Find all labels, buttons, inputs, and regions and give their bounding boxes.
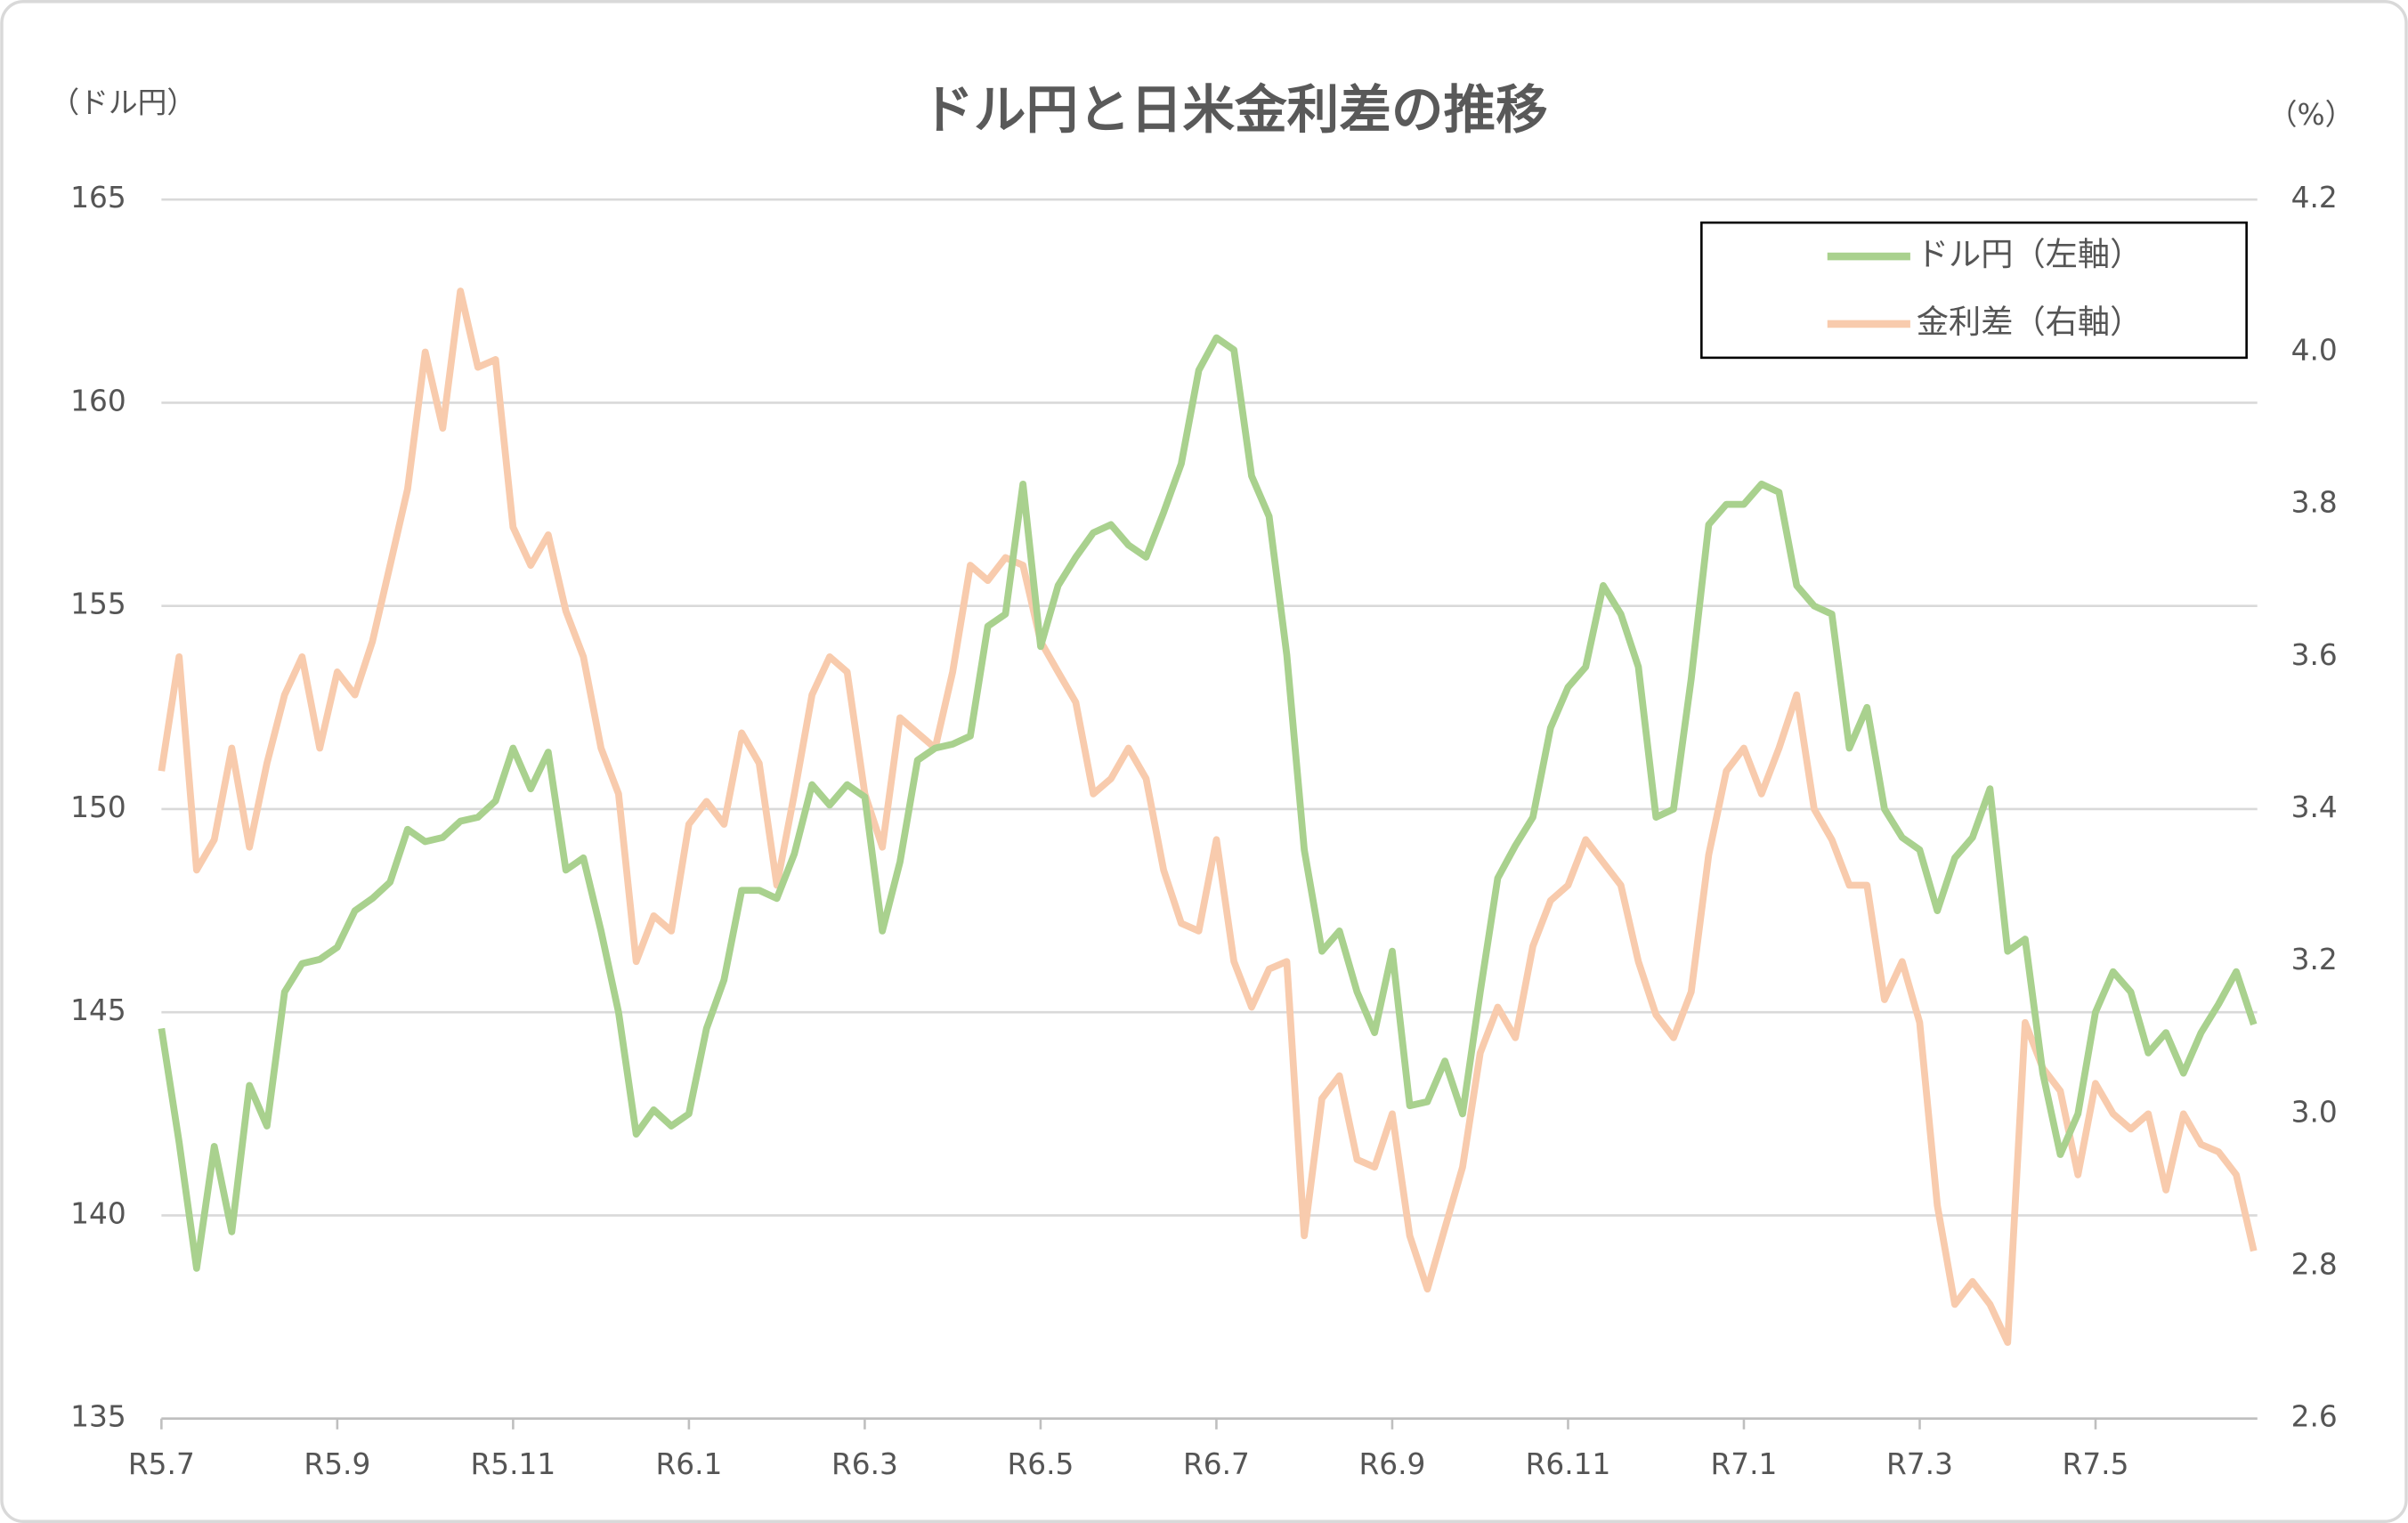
x-tick-label: R6.1 — [655, 1447, 722, 1481]
x-tick-label: R6.5 — [1007, 1447, 1074, 1481]
y2-tick-label: 4.0 — [2291, 333, 2338, 367]
x-tick-label: R6.11 — [1526, 1447, 1611, 1481]
x-tick-label: R6.9 — [1359, 1447, 1426, 1481]
y2-tick-label: 4.2 — [2291, 181, 2338, 215]
x-tick-label: R6.3 — [831, 1447, 898, 1481]
chart-title: ドル円と日米金利差の推移 — [921, 80, 1547, 141]
x-tick-label: R6.7 — [1183, 1447, 1250, 1481]
legend-label: 金利差（右軸） — [1917, 303, 2143, 341]
y2-axis-label: （%） — [2268, 98, 2355, 132]
y2-tick-label: 3.2 — [2291, 943, 2338, 976]
x-tick-label: R7.3 — [1886, 1447, 1953, 1481]
y2-tick-label: 2.6 — [2291, 1400, 2338, 1434]
y2-tick-label: 3.4 — [2291, 790, 2338, 824]
legend-label: ドル円（左軸） — [1917, 235, 2143, 273]
y-axis-label: （ドル円） — [50, 85, 196, 119]
y-tick-label: 160 — [70, 384, 126, 417]
x-tick-label: R7.5 — [2063, 1447, 2129, 1481]
y-tick-label: 140 — [70, 1196, 126, 1230]
legend-box — [1700, 221, 2248, 360]
line-series — [158, 334, 2258, 1272]
y2-tick-label: 3.6 — [2291, 638, 2338, 672]
y-tick-label: 145 — [70, 993, 126, 1027]
line-series — [158, 288, 2258, 1347]
y-tick-label: 150 — [70, 790, 126, 824]
y2-tick-label: 3.0 — [2291, 1095, 2338, 1129]
x-tick-label: R5.9 — [304, 1447, 370, 1481]
y-tick-label: 155 — [70, 587, 126, 621]
x-tick-label: R5.11 — [471, 1447, 556, 1481]
x-tick-label: R7.1 — [1711, 1447, 1778, 1481]
x-tick-label: R5.7 — [128, 1447, 195, 1481]
y-tick-label: 165 — [70, 181, 126, 215]
y-tick-label: 135 — [70, 1400, 126, 1434]
y2-tick-label: 2.8 — [2291, 1248, 2338, 1282]
y2-tick-label: 3.8 — [2291, 486, 2338, 520]
